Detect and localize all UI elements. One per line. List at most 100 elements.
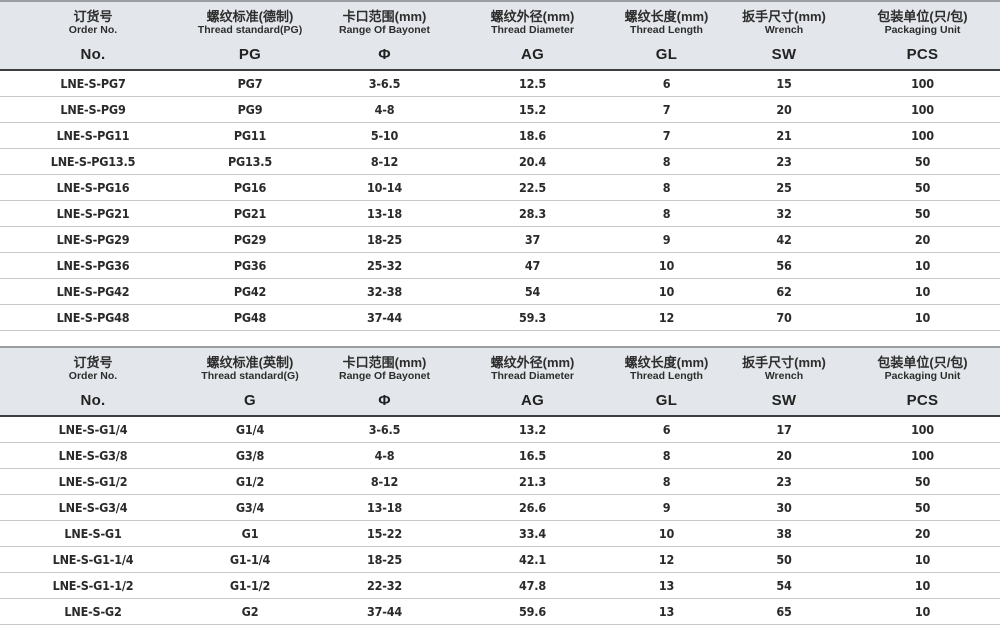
- header-sym-label: PG: [238, 46, 262, 63]
- table-cell: 20: [723, 442, 845, 469]
- table-cell: 42: [723, 226, 845, 253]
- table-row: LNE-S-PG13.5 PG13.5 8-12 20.4 8 23 50: [0, 148, 1000, 175]
- header-zh-label: 螺纹标准(英制): [206, 355, 294, 370]
- header-zh-label: 扳手尺寸(mm): [742, 355, 826, 370]
- pg-thread-spec-section: 订货号 Order No. No. 螺纹标准(德制) Thread standard(P…: [0, 0, 1000, 331]
- table-row: LNE-S-G1 G1 15-22 33.4 10 38 20: [0, 520, 1000, 547]
- table-cell: 54: [455, 278, 610, 305]
- header-sym-label: G: [244, 392, 256, 409]
- table-cell: 18-25: [314, 226, 455, 253]
- column-header-gl: 螺纹长度(mm) Thread Length GL: [610, 346, 723, 417]
- table-row: LNE-S-G1/2 G1/2 8-12 21.3 8 23 50: [0, 468, 1000, 495]
- table-row: LNE-S-G1-1/4 G1-1/4 18-25 42.1 12 50 10: [0, 546, 1000, 573]
- header-en-label: Thread standard(PG): [197, 24, 303, 36]
- header-zh-label: 扳手尺寸(mm): [742, 9, 826, 24]
- table-cell: 50: [845, 174, 1000, 201]
- table-cell: 23: [723, 148, 845, 175]
- column-header-ag: 螺纹外径(mm) Thread Diameter AG: [455, 346, 610, 417]
- table-cell: PG11: [186, 122, 314, 149]
- table-cell: 22.5: [455, 174, 610, 201]
- table-cell: LNE-S-G1/2: [0, 468, 186, 495]
- table-cell: LNE-S-PG29: [0, 226, 186, 253]
- table-cell: 20: [845, 520, 1000, 547]
- column-header-sw: 扳手尺寸(mm) Wrench SW: [723, 346, 845, 417]
- table-cell: 10: [845, 598, 1000, 625]
- table-cell: 50: [845, 148, 1000, 175]
- table-cell: 8: [610, 174, 723, 201]
- table-cell: 15.2: [455, 96, 610, 123]
- table-cell: 20: [723, 96, 845, 123]
- table-cell: 50: [845, 468, 1000, 495]
- table-cell: 50: [845, 200, 1000, 227]
- table-cell: PG13.5: [186, 148, 314, 175]
- g-thread-spec-section: 订货号 Order No. No. 螺纹标准(英制) Thread standard(G…: [0, 346, 1000, 625]
- table-cell: G1/2: [186, 468, 314, 495]
- table-cell: 37: [455, 226, 610, 253]
- table-row: LNE-S-PG42 PG42 32-38 54 10 62 10: [0, 278, 1000, 305]
- header-zh-label: 螺纹外径(mm): [490, 355, 575, 370]
- table-cell: 13.2: [455, 416, 610, 443]
- table-cell: 12.5: [455, 70, 610, 97]
- table-cell: 32: [723, 200, 845, 227]
- table-cell: 6: [610, 416, 723, 443]
- header-zh-label: 螺纹外径(mm): [490, 9, 575, 24]
- table-cell: 21: [723, 122, 845, 149]
- table-cell: 25: [723, 174, 845, 201]
- table-cell: 47.8: [455, 572, 610, 599]
- pg-table-header: 订货号 Order No. No. 螺纹标准(德制) Thread standard(P…: [0, 0, 1000, 71]
- header-en-label: Wrench: [764, 24, 804, 36]
- table-cell: LNE-S-PG36: [0, 252, 186, 279]
- table-cell: 10: [610, 520, 723, 547]
- header-sym-label: GL: [655, 46, 678, 63]
- header-en-label: Packaging Unit: [884, 24, 961, 36]
- table-row: LNE-S-PG36 PG36 25-32 47 10 56 10: [0, 252, 1000, 279]
- table-cell: PG48: [186, 304, 314, 331]
- table-cell: 4-8: [314, 96, 455, 123]
- column-header-no: 订货号 Order No. No.: [0, 0, 186, 71]
- header-en-label: Order No.: [68, 370, 118, 382]
- header-zh-label: 螺纹标准(德制): [206, 9, 294, 24]
- table-cell: 12: [610, 546, 723, 573]
- column-header-sw: 扳手尺寸(mm) Wrench SW: [723, 0, 845, 71]
- column-header-: 卡口范围(mm) Range Of Bayonet Φ: [314, 346, 455, 417]
- table-cell: 7: [610, 96, 723, 123]
- table-cell: 13: [610, 598, 723, 625]
- table-cell: 8: [610, 442, 723, 469]
- table-cell: 100: [845, 96, 1000, 123]
- table-cell: 37-44: [314, 304, 455, 331]
- table-cell: 10-14: [314, 174, 455, 201]
- table-cell: LNE-S-G3/4: [0, 494, 186, 521]
- table-cell: 25-32: [314, 252, 455, 279]
- header-sym-label: No.: [80, 46, 106, 63]
- table-cell: 37-44: [314, 598, 455, 625]
- column-header-no: 订货号 Order No. No.: [0, 346, 186, 417]
- table-row: LNE-S-G3/8 G3/8 4-8 16.5 8 20 100: [0, 442, 1000, 469]
- table-row: LNE-S-PG11 PG11 5-10 18.6 7 21 100: [0, 122, 1000, 149]
- header-zh-label: 包装单位(只/包): [877, 355, 968, 370]
- table-cell: 47: [455, 252, 610, 279]
- table-cell: 33.4: [455, 520, 610, 547]
- table-cell: 8: [610, 468, 723, 495]
- header-zh-label: 卡口范围(mm): [342, 9, 427, 24]
- table-cell: 15: [723, 70, 845, 97]
- table-row: LNE-S-G2 G2 37-44 59.6 13 65 10: [0, 598, 1000, 625]
- g-table-body: LNE-S-G1/4 G1/4 3-6.5 13.2 6 17 100 LNE-S-G3/8 G…: [0, 416, 1000, 625]
- table-cell: LNE-S-G1-1/4: [0, 546, 186, 573]
- table-cell: 17: [723, 416, 845, 443]
- header-zh-label: 包装单位(只/包): [877, 9, 968, 24]
- header-sym-label: SW: [771, 46, 797, 63]
- column-header-pg: 螺纹标准(德制) Thread standard(PG) PG: [186, 0, 314, 71]
- header-sym-label: PCS: [906, 392, 939, 409]
- table-cell: 23: [723, 468, 845, 495]
- table-cell: G3/4: [186, 494, 314, 521]
- table-cell: PG16: [186, 174, 314, 201]
- table-cell: 10: [610, 278, 723, 305]
- table-cell: PG29: [186, 226, 314, 253]
- table-cell: 28.3: [455, 200, 610, 227]
- table-cell: LNE-S-PG9: [0, 96, 186, 123]
- table-cell: PG36: [186, 252, 314, 279]
- table-cell: LNE-S-G3/8: [0, 442, 186, 469]
- header-en-label: Thread Diameter: [491, 24, 574, 36]
- column-header-g: 螺纹标准(英制) Thread standard(G) G: [186, 346, 314, 417]
- pg-thread-spec-table: 订货号 Order No. No. 螺纹标准(德制) Thread standard(P…: [0, 0, 1000, 331]
